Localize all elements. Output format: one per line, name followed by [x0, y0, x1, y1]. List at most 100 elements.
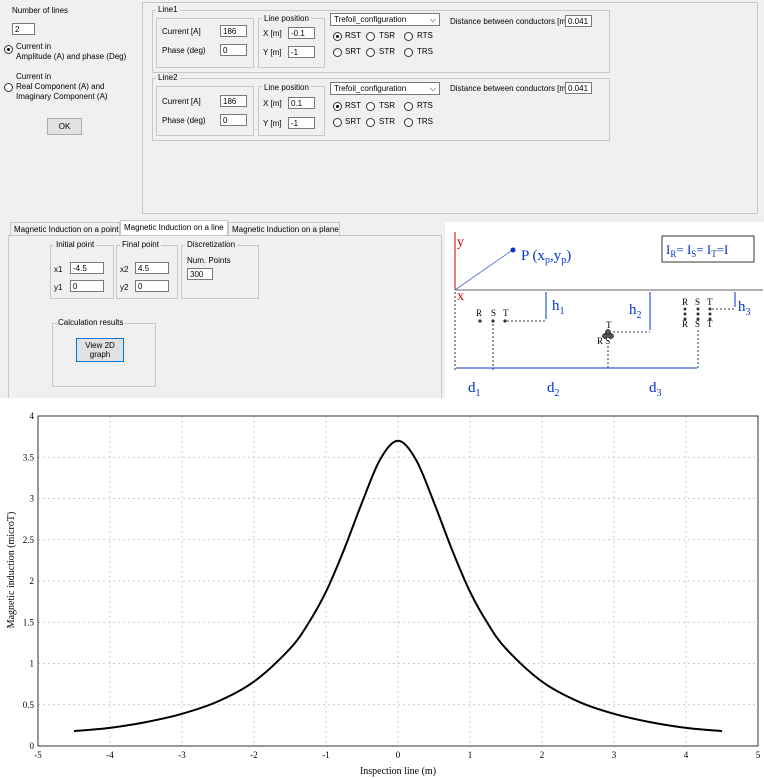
- line1-radio-tsr-label: TSR: [379, 31, 395, 40]
- y2-input[interactable]: 0: [135, 280, 169, 292]
- vert-top-t: T: [707, 297, 713, 307]
- y-tick-label: 3.5: [23, 452, 35, 462]
- x-tick-label: 1: [468, 750, 473, 760]
- radio-real-imag[interactable]: [4, 83, 13, 92]
- radio-real-imag-label: Current in Real Component (A) and Imagin…: [16, 72, 108, 101]
- flat-s-conductor: [491, 319, 495, 323]
- line1-radio-str[interactable]: [366, 48, 375, 57]
- line2-y-input[interactable]: -1: [288, 117, 315, 129]
- line2-phase-input[interactable]: 0: [220, 114, 247, 126]
- num-points-label: Num. Points: [187, 256, 231, 265]
- line1-current-input[interactable]: 186: [220, 25, 247, 37]
- line1-radio-srt-label: SRT: [345, 47, 361, 56]
- line2-radio-rst[interactable]: [333, 102, 342, 111]
- lines-panel: [142, 2, 758, 214]
- num-lines-label: Number of lines: [12, 6, 69, 15]
- y-tick-label: 1.5: [23, 617, 35, 627]
- line2-radio-rst-label: RST: [345, 101, 361, 110]
- diagram-y-label: y: [457, 235, 464, 250]
- line2-radio-srt[interactable]: [333, 118, 342, 127]
- line1-y-label: Y [m]: [263, 48, 282, 57]
- line1-radio-trs[interactable]: [404, 48, 413, 57]
- vert-conductor: [683, 312, 687, 316]
- vert-top-s: S: [695, 297, 700, 307]
- line2-current-box: [156, 86, 254, 136]
- trefoil-rs-label: R S: [597, 336, 610, 346]
- trefoil-r-conductor: [602, 333, 608, 339]
- line2-current-label: Current [A]: [162, 97, 201, 106]
- vert-top-r: R: [682, 297, 688, 307]
- line2-config-value: Trefoil_configuration: [334, 84, 407, 93]
- y-tick-label: 2: [30, 576, 35, 586]
- trefoil-s-conductor: [608, 333, 614, 339]
- ok-button[interactable]: OK: [47, 118, 82, 135]
- line1-distance-input[interactable]: 0.041: [565, 15, 592, 27]
- vert-bottom-t: T: [707, 319, 713, 329]
- line2-config-select[interactable]: Trefoil_configuration ⌵: [330, 82, 440, 95]
- line1-config-select[interactable]: Trefoil_configuration ⌵: [330, 13, 440, 26]
- flat-s-label: S: [491, 308, 496, 318]
- trefoil-t-label: T: [606, 320, 612, 330]
- y-tick-label: 1: [30, 659, 35, 669]
- line2-distance-label: Distance between conductors [m]: [450, 84, 569, 93]
- tab-point[interactable]: Magnetic Induction on a point: [10, 222, 120, 235]
- line1-radio-srt[interactable]: [333, 48, 342, 57]
- line1-radio-trs-label: TRS: [417, 47, 433, 56]
- x2-input[interactable]: 4.5: [135, 262, 169, 274]
- vert-conductor: [683, 307, 687, 311]
- line1-y-input[interactable]: -1: [288, 46, 315, 58]
- line2-radio-rts[interactable]: [404, 102, 413, 111]
- line1-phase-label: Phase (deg): [162, 46, 206, 55]
- num-lines-input[interactable]: 2: [12, 23, 35, 35]
- x-tick-label: 5: [756, 750, 761, 760]
- line2-radio-srt-label: SRT: [345, 117, 361, 126]
- line1-radio-rts-label: RTS: [417, 31, 433, 40]
- discretization-label: Discretization: [185, 240, 238, 249]
- y-axis-label: Magnetic induction (microT): [6, 512, 17, 629]
- line1-distance-label: Distance between conductors [m]: [450, 17, 569, 26]
- tab-plane[interactable]: Magnetic Induction on a plane: [228, 222, 340, 235]
- vert-bottom-r: R: [682, 319, 688, 329]
- line2-group: [152, 78, 610, 141]
- line1-radio-rts[interactable]: [404, 32, 413, 41]
- line2-radio-trs[interactable]: [404, 118, 413, 127]
- line1-radio-rst-label: RST: [345, 31, 361, 40]
- vert-conductor: [696, 317, 700, 321]
- vert-conductor: [696, 312, 700, 316]
- flat-t-conductor: [503, 319, 507, 323]
- line2-title: Line2: [156, 73, 180, 82]
- line1-radio-rst[interactable]: [333, 32, 342, 41]
- chevron-down-icon: ⌵: [429, 15, 436, 24]
- line2-radio-tsr[interactable]: [366, 102, 375, 111]
- line1-radio-tsr[interactable]: [366, 32, 375, 41]
- magnetic-induction-chart: -5 -4 -3 -2 -1 0 1 2 3 4 5 0 0.5 1 1.5 2 2.5 3 3.5 4 Inspe…: [0, 398, 764, 778]
- line2-radio-str[interactable]: [366, 118, 375, 127]
- line2-position-label: Line position: [262, 83, 311, 92]
- line2-distance-input[interactable]: 0.041: [565, 82, 592, 94]
- final-point-label: Final point: [120, 240, 161, 249]
- initial-point-label: Initial point: [54, 240, 97, 249]
- tab-line[interactable]: Magnetic Induction on a line: [120, 220, 228, 236]
- vert-conductor: [708, 317, 712, 321]
- y1-input[interactable]: 0: [70, 280, 104, 292]
- y-ticks: 0 0.5 1 1.5 2 2.5 3 3.5 4: [23, 411, 35, 751]
- y-tick-label: 3: [30, 494, 35, 504]
- x1-label: x1: [54, 265, 63, 274]
- line2-x-input[interactable]: 0.1: [288, 97, 315, 109]
- line2-y-label: Y [m]: [263, 119, 282, 128]
- line1-phase-input[interactable]: 0: [220, 44, 247, 56]
- vert-conductor: [708, 307, 712, 311]
- x-ticks: -5 -4 -3 -2 -1 0 1 2 3 4 5: [34, 750, 761, 760]
- line1-config-value: Trefoil_configuration: [334, 15, 407, 24]
- num-points-input[interactable]: 300: [187, 268, 213, 280]
- line1-x-input[interactable]: -0.1: [288, 27, 315, 39]
- radio-amplitude-phase[interactable]: [4, 45, 13, 54]
- vert-conductor: [708, 312, 712, 316]
- calc-results-label: Calculation results: [56, 318, 126, 327]
- chart-grid: [38, 416, 758, 746]
- x1-input[interactable]: -4.5: [70, 262, 104, 274]
- line2-current-input[interactable]: 186: [220, 95, 247, 107]
- line1-title: Line1: [156, 5, 180, 14]
- diagram-x-label: x: [457, 289, 464, 304]
- view-2d-graph-button[interactable]: View 2D graph: [76, 338, 124, 362]
